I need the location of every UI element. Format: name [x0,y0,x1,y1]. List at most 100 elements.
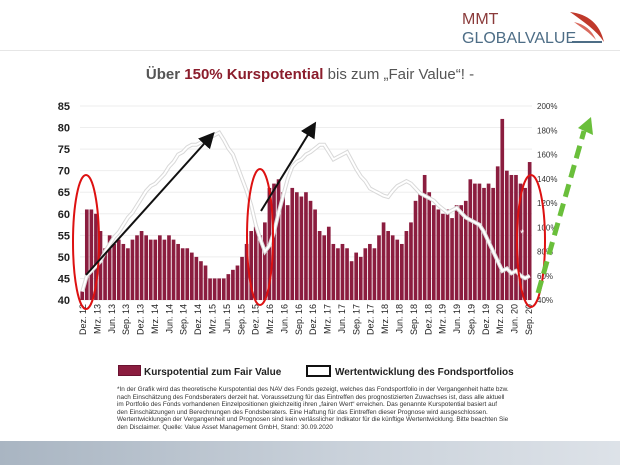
bar-mark [249,231,253,300]
x-tick-label: Jun. 15 [222,304,232,334]
bar-mark [226,274,231,300]
bar-mark [103,248,107,300]
bar-mark [94,213,98,300]
x-axis-ticks: Dez. 12 Mrz. 13 Jun. 13 Sep. 13 Dez. 13 Mrz. … [78,304,534,335]
header-divider [0,50,620,51]
bar-mark [153,239,158,300]
bar-mark [80,291,85,300]
bar-mark [336,248,340,300]
legend-bars: Kurspotential zum Fair Value [118,365,281,378]
bar-mark [372,248,377,300]
bar-mark [194,256,199,300]
bar-mark [212,278,217,300]
bar-mark [171,239,176,300]
line-series-path [81,131,531,292]
left-tick-label: 85 [58,101,70,113]
bar-mark [158,235,162,300]
x-tick-label: Dez. 19 [481,304,491,335]
left-tick-label: 50 [58,252,70,264]
bar-mark [294,192,299,300]
bar-mark [505,170,509,300]
bar-mark [368,243,372,300]
legend-line: Wertentwicklung des Fondsportfolios [306,365,514,378]
legend-line-swatch [306,365,331,377]
slide-headline: Über 150% Kurspotential bis zum „Fair Va… [0,66,620,83]
bar-mark [354,252,359,300]
x-tick-label: Sep. 16 [294,304,304,335]
x-tick-label: Sep. 20 [524,304,534,335]
x-tick-label: Sep. 17 [351,304,361,335]
left-tick-label: 45 [58,273,70,285]
bar-mark [98,231,103,300]
x-tick-label: Jun. 17 [337,304,347,334]
x-tick-label: Sep. 18 [409,304,419,335]
x-tick-label: Jun. 14 [164,304,174,334]
bar-mark [272,183,276,300]
x-tick-label: Sep. 19 [466,304,476,335]
bar-mark [468,179,473,300]
bar-mark [317,231,322,300]
legend-bars-label: Kurspotential zum Fair Value [144,367,282,378]
bar-mark [208,278,212,300]
bar-mark [167,235,171,300]
right-tick-label: 180% [537,126,557,135]
bar-mark [459,205,464,300]
bar-mark [199,261,203,300]
bar-mark [509,174,514,300]
headline-part-2: bis zum „Fair Value“! - [323,66,475,83]
bar-mark [263,222,267,300]
left-tick-label: 80 [58,123,70,135]
bar-mark [304,192,308,300]
bar-mark [308,200,313,300]
bar-mark [84,209,89,300]
right-tick-label: 160% [537,151,557,160]
bar-mark [413,200,418,300]
x-tick-label: Dez. 12 [78,304,88,335]
bar-mark [477,183,482,300]
disclaimer-footnote: *In der Grafik wird das theoretische Kur… [117,386,509,431]
left-axis-ticks: 40 45 50 55 60 65 70 75 80 85 [58,101,70,307]
bar-mark [450,218,454,300]
x-tick-label: Dez. 13 [136,304,146,335]
bar-mark [176,243,180,300]
bar-mark [445,209,450,300]
bar-mark [349,261,354,300]
bar-mark [395,239,400,300]
footnote-marker: * [520,228,525,240]
bar-mark [518,183,523,300]
bar-mark [404,231,409,300]
bar-mark [162,239,167,300]
highlight-circle-2016 [246,168,274,306]
left-tick-label: 60 [58,209,70,221]
forecast-arrow-head [578,117,593,135]
headline-part-1: Über [145,66,185,83]
highlight-circle-2020 [516,174,546,308]
bar-mark [482,187,486,300]
bar-mark [377,235,381,300]
bar-mark [107,235,112,300]
x-tick-label: Sep. 15 [236,304,246,335]
x-tick-label: Mrz. 15 [207,304,217,334]
bar-mark [386,231,390,300]
bar-mark [473,183,477,300]
bar-mark [495,166,500,300]
trend-arrow-2 [260,121,317,212]
bar-mark [422,174,427,300]
bar-mark [217,278,222,300]
bar-mark [112,243,117,300]
x-tick-label: Jun. 19 [452,304,462,334]
bar-mark [130,239,135,300]
right-tick-label: 200% [537,102,557,111]
line-series [80,130,531,293]
x-tick-label: Dez. 18 [423,304,433,335]
x-tick-label: Mrz. 20 [495,304,505,334]
bar-mark [313,209,317,300]
bar-mark [189,252,194,300]
legend-line-label: Wertentwicklung des Fondsportfolios [335,367,514,378]
legend-bar-swatch [118,365,141,376]
bar-mark [523,187,527,300]
bar-mark [276,179,281,300]
bar-mark [500,118,505,301]
bar-mark [180,248,185,300]
